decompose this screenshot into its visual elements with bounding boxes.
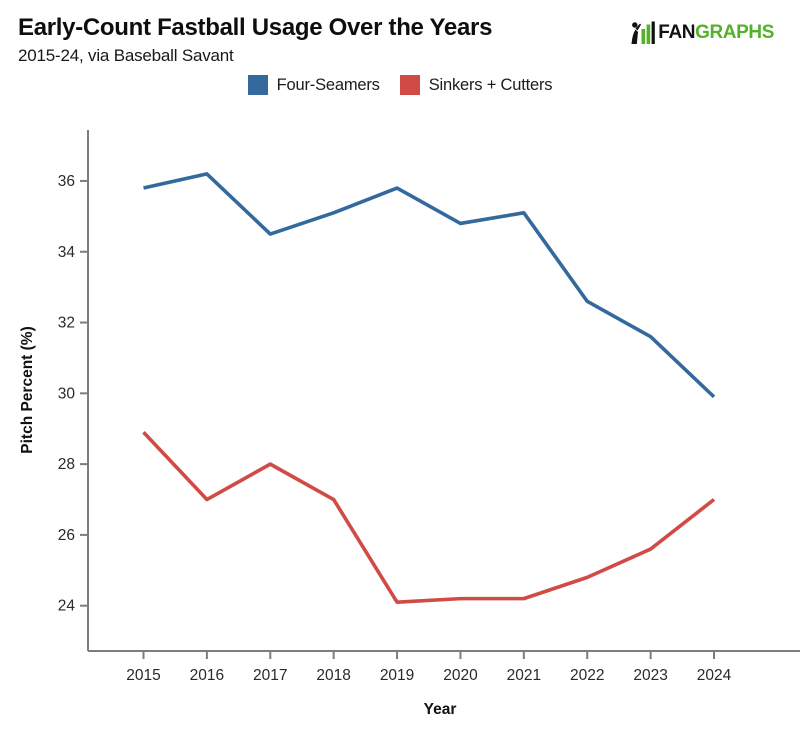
- y-tick-label: 36: [58, 173, 75, 190]
- x-tick-label: 2016: [190, 667, 224, 684]
- legend-item-sinkers-cutters: Sinkers + Cutters: [399, 75, 553, 95]
- x-tick-label: 2017: [253, 667, 287, 684]
- logo-graphs-text: GRAPHS: [695, 21, 774, 43]
- y-tick-label: 26: [58, 527, 75, 544]
- fangraphs-batter-icon: [628, 19, 656, 46]
- legend-label-four-seamers: Four-Seamers: [276, 75, 380, 94]
- line-chart: 24 26 28 30 32 34 36 2015 2016 2017 2018 2019 2020 20…: [0, 110, 800, 730]
- chart-title: Early-Count Fastball Usage Over the Year…: [18, 14, 493, 41]
- legend-item-four-seamers: Four-Seamers: [247, 75, 380, 95]
- chart-canvas: 24 26 28 30 32 34 36 2015 2016 2017 2018 2019 2020 20…: [19, 130, 800, 718]
- y-tick-label: 24: [58, 598, 76, 615]
- logo-fan-text: FAN: [658, 21, 696, 43]
- x-tick-label: 2019: [380, 667, 414, 684]
- x-tick-label: 2023: [633, 667, 667, 684]
- fangraphs-logo: FANGRAPHS: [628, 19, 774, 46]
- legend-swatch-four-seamers: [247, 75, 268, 95]
- chart-subtitle: 2015-24, via Baseball Savant: [18, 46, 234, 65]
- y-tick-label: 34: [58, 244, 76, 261]
- legend-label-sinkers-cutters: Sinkers + Cutters: [428, 75, 553, 94]
- series-line-sinkers-cutters: [142, 431, 716, 604]
- x-tick-label: 2020: [443, 667, 478, 684]
- x-tick-label: 2015: [126, 667, 160, 684]
- legend-swatch-sinkers-cutters: [399, 75, 420, 95]
- x-tick-label: 2018: [316, 667, 350, 684]
- x-tick-label: 2022: [570, 667, 604, 684]
- y-tick-label: 28: [58, 456, 75, 473]
- x-tick-label: 2024: [697, 667, 732, 684]
- fangraphs-wordmark: FANGRAPHS: [658, 22, 774, 44]
- chart-legend: Four-Seamers Sinkers + Cutters: [0, 75, 800, 95]
- y-tick-label: 30: [58, 385, 76, 402]
- y-tick-label: 32: [58, 315, 75, 332]
- x-tick-label: 2021: [507, 667, 541, 684]
- x-axis-title: Year: [424, 701, 457, 718]
- y-axis-title: Pitch Percent (%): [19, 326, 36, 453]
- series-line-four-seamers: [143, 172, 716, 399]
